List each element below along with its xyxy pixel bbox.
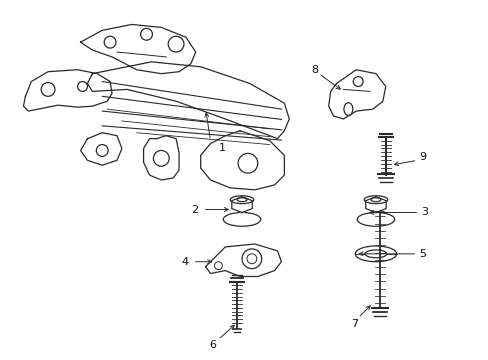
Polygon shape [205, 244, 281, 276]
Text: 3: 3 [420, 207, 427, 217]
Polygon shape [81, 133, 122, 165]
Polygon shape [143, 136, 179, 180]
Text: 2: 2 [191, 204, 198, 215]
Polygon shape [328, 70, 385, 119]
Polygon shape [23, 70, 112, 111]
Text: 4: 4 [182, 257, 188, 267]
Text: 6: 6 [208, 341, 216, 350]
Text: 9: 9 [418, 152, 426, 162]
Polygon shape [231, 197, 252, 212]
Text: 1: 1 [218, 144, 225, 153]
Text: 5: 5 [418, 249, 426, 259]
Polygon shape [365, 197, 386, 212]
Polygon shape [200, 131, 284, 190]
Text: 8: 8 [311, 65, 318, 75]
Polygon shape [87, 62, 289, 139]
Text: 7: 7 [350, 319, 357, 329]
Polygon shape [81, 24, 195, 74]
